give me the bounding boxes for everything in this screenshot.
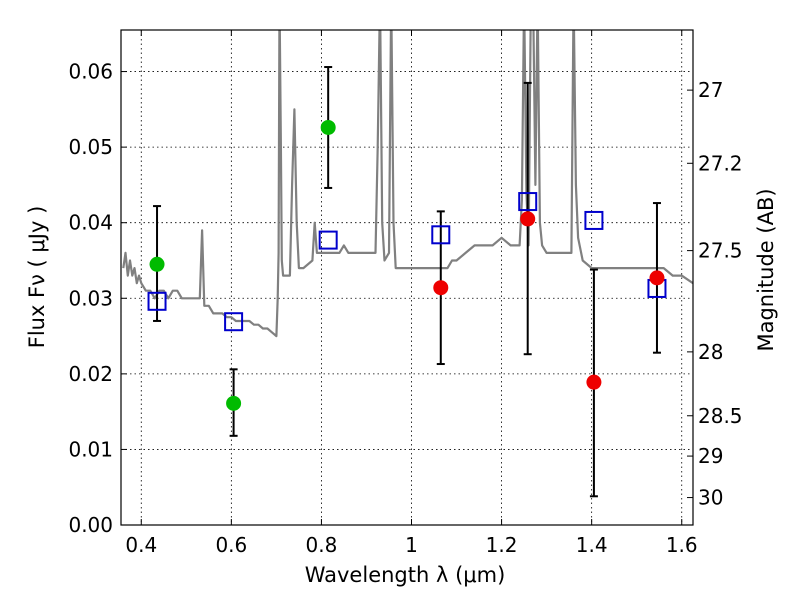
y-tick-label: 0.03: [68, 286, 113, 310]
y2-tick-label: 28.5: [698, 404, 743, 428]
y-tick-label: 0.00: [68, 513, 113, 537]
x-tick-label: 1: [405, 533, 418, 557]
model-flux-square: [318, 230, 338, 250]
spectrum-layer: [122, 30, 693, 338]
y2-tick-label: 29: [698, 444, 723, 468]
red-flux-point: [520, 211, 536, 227]
x-tick-label: 1.4: [576, 533, 608, 557]
red-flux-point: [649, 270, 665, 286]
x-tick-label: 0.4: [125, 533, 157, 557]
y-tick-label: 0.04: [68, 211, 113, 235]
plot-frame: [120, 29, 694, 526]
model-flux-square: [431, 225, 451, 245]
x-axis-label: Wavelength λ (μm): [305, 563, 506, 587]
y2-tick-label: 27.5: [698, 239, 743, 263]
red-flux-point: [433, 280, 449, 296]
axis-ticks: 0.4 0.6 0.8 1 1.2 1.4 1.6 0.00 0.01 0.02 0.03 0.04 0…: [68, 30, 743, 557]
y2-tick-label: 30: [698, 486, 723, 510]
x-tick-label: 1.2: [486, 533, 518, 557]
grid-lines: [121, 30, 693, 526]
y-tick-label: 0.02: [68, 362, 113, 386]
green-flux-point: [320, 119, 336, 135]
model-flux-square: [518, 192, 538, 212]
marks-layer: [147, 66, 667, 498]
y-tick-label: 0.01: [68, 437, 113, 461]
y2-tick-label: 28: [698, 340, 723, 364]
y-tick-label: 0.06: [68, 60, 113, 84]
spectrum-line: [122, 30, 693, 338]
model-flux-square: [224, 312, 244, 332]
y-tick-label: 0.05: [68, 135, 113, 159]
x-tick-label: 1.6: [666, 533, 698, 557]
y2-tick-label: 27: [698, 78, 723, 102]
x-tick-label: 0.8: [306, 533, 338, 557]
y2-tick-label: 27.2: [698, 151, 743, 175]
green-flux-point: [149, 256, 165, 272]
y2-axis-label: Magnitude (AB): [754, 188, 778, 351]
green-flux-point: [226, 395, 242, 411]
model-flux-square: [584, 210, 604, 230]
y-axis-label: Flux Fν ( μJy ): [25, 206, 49, 349]
x-tick-label: 0.6: [215, 533, 247, 557]
red-flux-point: [586, 374, 602, 390]
model-flux-square: [147, 291, 167, 311]
